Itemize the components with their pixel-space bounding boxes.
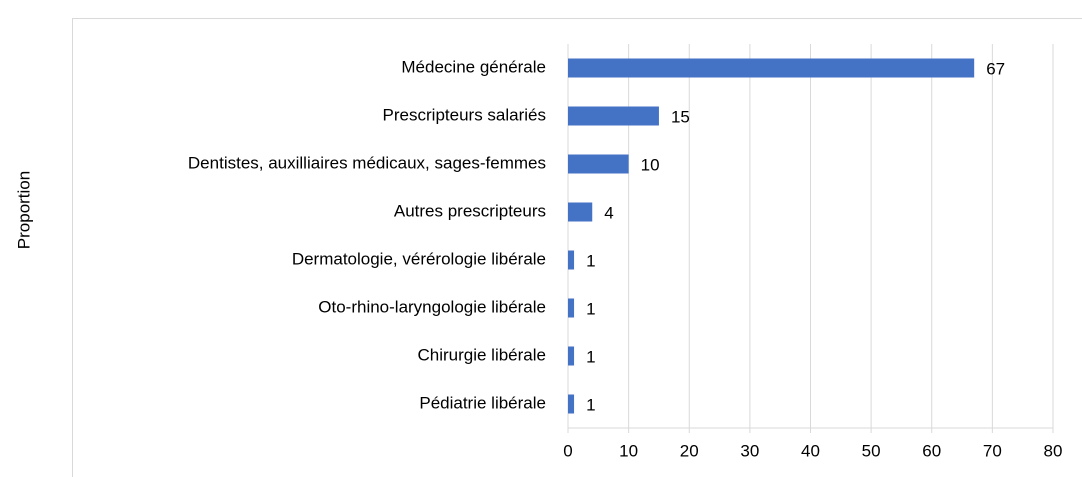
x-tick-label: 50: [862, 441, 881, 460]
y-tick-label: Pédiatrie libérale: [419, 393, 546, 412]
y-tick-label: Autres prescripteurs: [394, 201, 546, 220]
data-label: 4: [604, 203, 613, 222]
x-tick-label: 80: [1044, 441, 1063, 460]
y-tick-label: Oto-rhino-laryngologie libérale: [318, 297, 546, 316]
bar: [568, 346, 575, 366]
x-tick-label: 30: [740, 441, 759, 460]
bar: [568, 106, 659, 126]
data-label: 1: [586, 395, 595, 414]
bar: [568, 58, 975, 78]
bar: [568, 154, 629, 174]
data-label: 1: [586, 251, 595, 270]
x-tick-label: 70: [983, 441, 1002, 460]
data-label: 15: [671, 107, 690, 126]
data-label: 1: [586, 299, 595, 318]
bar: [568, 202, 593, 222]
y-tick-label: Chirurgie libérale: [417, 345, 546, 364]
bar: [568, 394, 575, 414]
y-tick-label: Prescripteurs salariés: [383, 105, 546, 124]
x-tick-label: 60: [922, 441, 941, 460]
y-tick-label: Dermatologie, vérérologie libérale: [292, 249, 546, 268]
bar: [568, 298, 575, 318]
x-tick-label: 10: [619, 441, 638, 460]
y-tick-label: Médecine générale: [401, 57, 546, 76]
data-label: 10: [641, 155, 660, 174]
y-axis-label: Proportion: [14, 171, 33, 249]
x-tick-label: 40: [801, 441, 820, 460]
bar: [568, 250, 575, 270]
x-tick-label: 0: [563, 441, 572, 460]
y-tick-label: Dentistes, auxilliaires médicaux, sages-…: [188, 153, 546, 172]
chart-border: [72, 18, 1082, 477]
data-label: 1: [586, 347, 595, 366]
x-tick-label: 20: [680, 441, 699, 460]
data-label: 67: [986, 59, 1005, 78]
